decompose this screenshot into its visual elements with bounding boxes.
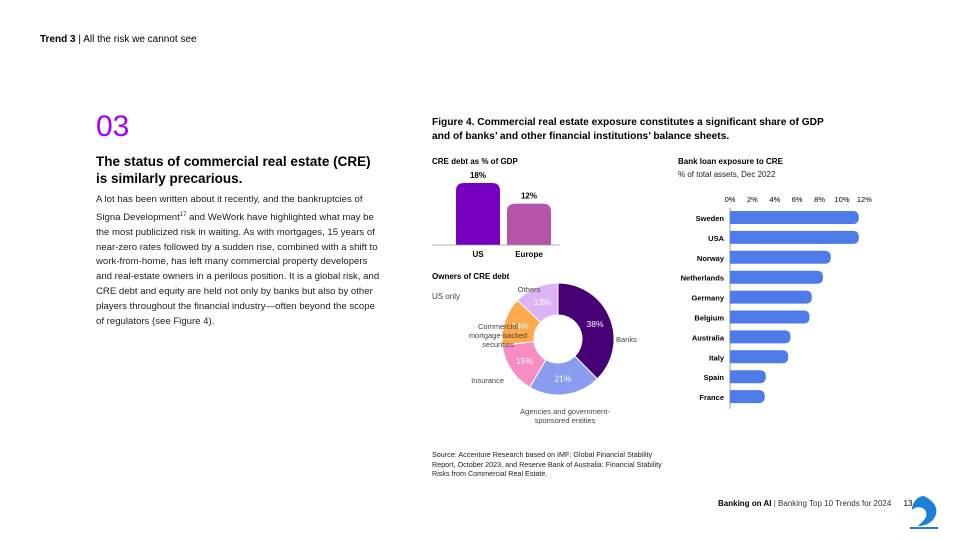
exposure-bar (730, 290, 812, 304)
donut-slice (516, 282, 559, 324)
x-tick-label: 12% (857, 195, 872, 204)
x-tick-label: 4% (769, 195, 780, 204)
donut-category-label: Commercial mortgage-backed securities (469, 322, 527, 349)
gdp-bar-category-label: US (472, 250, 484, 259)
page-footer: Banking on AI | Banking Top 10 Trends fo… (718, 499, 912, 508)
donut-value-label: 21% (554, 374, 571, 384)
exposure-bar (730, 211, 859, 224)
donut-category-label: Others (518, 285, 541, 294)
gdp-bar (507, 203, 551, 245)
body-text-part-2: and WeWork have highlighted what may be … (96, 211, 380, 327)
owners-donut-chart: 38% Banks 21% Agencies and government-spons… (469, 282, 637, 425)
country-label: Germany (691, 294, 724, 303)
exposure-bar (730, 330, 791, 344)
donut-category-label-line: Insurance (471, 376, 504, 385)
figure-title: Figure 4. Commercial real estate exposur… (432, 117, 824, 142)
x-tick-label: 2% (747, 195, 758, 204)
x-tick-label: 0% (725, 195, 736, 204)
gdp-chart-title: CRE debt as % of GDP (432, 157, 518, 166)
donut-category-label-line: Agencies and government- (520, 407, 610, 416)
exposure-bar (730, 250, 831, 264)
country-label: Netherlands (681, 274, 724, 283)
donut-category-label-line: Others (518, 285, 541, 294)
gdp-bar (456, 183, 500, 245)
donut-category-label: Insurance (471, 376, 504, 385)
footer-separator: | (773, 499, 776, 508)
country-label: USA (708, 234, 724, 243)
watermark-logo-icon (910, 496, 938, 529)
donut-slice (557, 282, 615, 380)
headline: The status of commercial real estate (CR… (96, 154, 371, 186)
donut-category-label-line: mortgage-backed (469, 331, 527, 340)
donut-category-label-line: Commercial (478, 322, 518, 331)
gdp-bar-chart: 18% US 12% Europe (432, 171, 560, 259)
country-label: Sweden (696, 214, 725, 223)
country-label: Italy (709, 353, 725, 362)
exposure-bar-chart: 0% 2% 4% 6% 8% 10% 12% Sweden USA Norway Netherlan… (681, 195, 872, 409)
x-tick-label: 8% (814, 195, 825, 204)
page-header: Trend 3 | All the risk we cannot see (40, 34, 197, 45)
donut-value-label: 14% (512, 321, 529, 331)
body-text-part-1: A lot has been written about it recently… (96, 194, 363, 223)
donut-value-label: 15% (516, 356, 533, 366)
donut-category-label: Agencies and government-sponsored entiti… (520, 407, 610, 425)
donut-category-label-line: sponsored entities (535, 416, 596, 425)
donut-value-label: 13% (534, 297, 551, 307)
country-label: Belgium (694, 314, 724, 323)
body-paragraph: A lot has been written about it recently… (96, 193, 381, 329)
donut-category-label: Banks (616, 335, 637, 344)
donut-category-label-line: Banks (616, 335, 637, 344)
exposure-bar (730, 230, 859, 244)
exposure-bar (730, 370, 766, 384)
owners-chart-title: Owners of CRE debt (432, 272, 510, 281)
country-label: Norway (697, 254, 725, 263)
owners-chart-subtitle: US only (432, 292, 461, 301)
exposure-chart-subtitle: % of total assets, Dec 2022 (678, 170, 776, 179)
x-tick-label: 10% (834, 195, 849, 204)
page-number: 13 (903, 499, 913, 508)
exposure-bar (730, 270, 823, 284)
donut-value-label: 38% (587, 319, 604, 329)
x-tick-label: 6% (792, 195, 803, 204)
gdp-bar-value-label: 18% (470, 171, 486, 180)
header-title: All the risk we cannot see (83, 34, 197, 45)
exposure-bar (730, 390, 765, 404)
gdp-bar-category-label: Europe (515, 250, 543, 259)
exposure-bar (730, 310, 810, 324)
trend-label: Trend 3 (40, 34, 76, 45)
country-label: Australia (692, 333, 725, 342)
footer-title: Banking Top 10 Trends for 2024 (778, 499, 892, 508)
exposure-bar (730, 350, 789, 364)
section-number: 03 (96, 110, 130, 143)
footer-brand: Banking on AI (718, 499, 772, 508)
donut-category-label-line: securities (482, 340, 514, 349)
exposure-chart-title: Bank loan exposure to CRE (678, 157, 783, 166)
source-note: Source: Accenture Research based on IMF:… (432, 450, 662, 478)
country-label: Spain (704, 373, 725, 382)
header-separator: | (78, 34, 81, 45)
gdp-bar-value-label: 12% (521, 192, 537, 201)
country-label: France (699, 393, 724, 402)
footnote-ref: 17 (179, 211, 187, 218)
